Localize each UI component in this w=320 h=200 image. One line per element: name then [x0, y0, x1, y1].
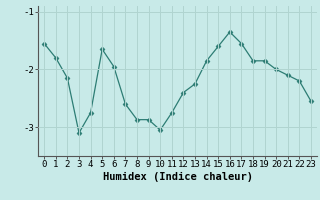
X-axis label: Humidex (Indice chaleur): Humidex (Indice chaleur) [103, 172, 252, 182]
